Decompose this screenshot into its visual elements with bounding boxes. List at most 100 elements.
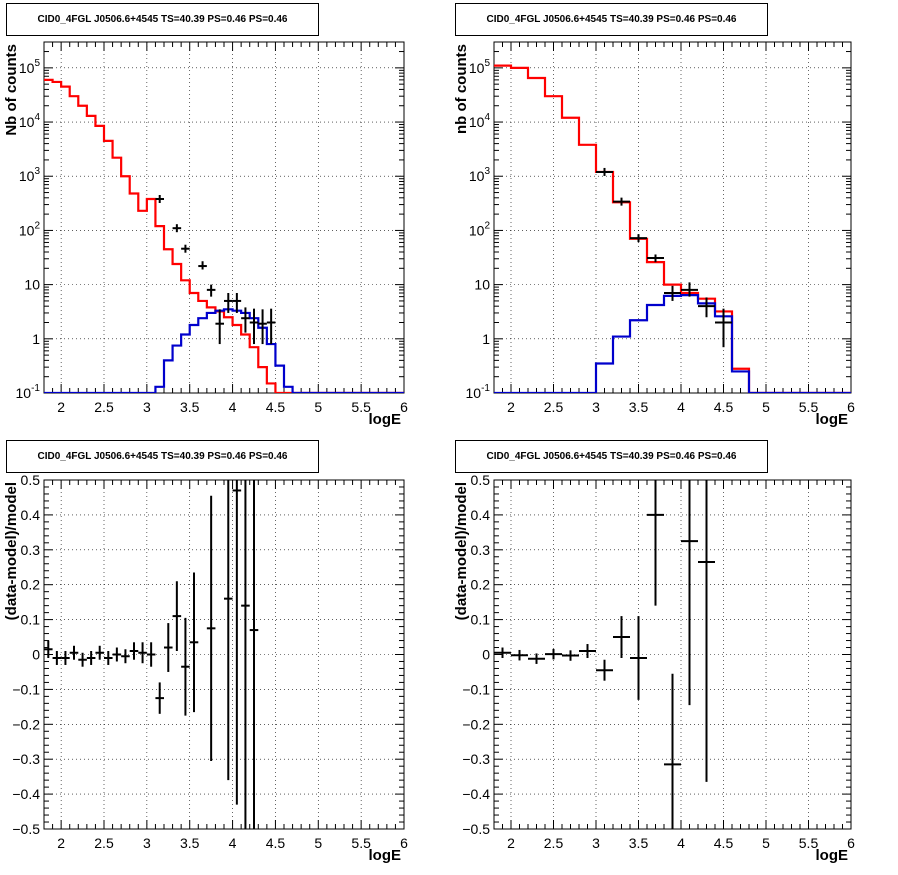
counts-panel-left: 2 2.5 3 3.5 4 4.5 5 5.5 6 logE 10-1 1 10 102 103 104 105… (0, 0, 449, 437)
data-point (715, 308, 732, 348)
x-tick-label: 4.5 (266, 399, 286, 415)
y-axis-label: Nb of counts (3, 44, 20, 136)
data-point (78, 652, 87, 667)
y-tick-label: 0.2 (471, 577, 491, 593)
chart-title: CID0_4FGL J0506.6+4545 TS=40.39 PS=0.46 … (455, 440, 768, 473)
x-tick-label: 2.5 (544, 399, 564, 415)
x-tick-label: 4.5 (714, 399, 734, 415)
data-point (241, 307, 250, 333)
data-point (189, 572, 199, 713)
plot-data (44, 480, 259, 829)
data-point (664, 285, 681, 301)
y-tick-label: 105 (19, 58, 41, 76)
x-tick-label: 5 (314, 835, 322, 851)
x-tick-label: 2 (57, 399, 65, 415)
y-tick-label: 0.4 (21, 507, 41, 523)
x-tick-label: 5.5 (351, 835, 371, 851)
y-tick-label: 0.4 (471, 507, 491, 523)
y-tick-label: 102 (19, 220, 41, 238)
x-tick-label: 4 (229, 399, 237, 415)
data-point (647, 254, 664, 263)
plot-data (494, 480, 715, 829)
y-axis-label: (data-model)/model (453, 482, 470, 620)
data-point (164, 623, 173, 672)
x-tick-label: 3.5 (629, 399, 649, 415)
data-point (630, 234, 647, 243)
counts-panel-right: 2 2.5 3 3.5 4 4.5 5 5.5 6 logE 10-1 1 10 102 103 104 105… (449, 0, 898, 437)
data-point (181, 617, 190, 716)
data-point (528, 653, 545, 664)
data-point (224, 480, 233, 781)
x-tick-label: 2.5 (544, 835, 564, 851)
model-total-line (494, 64, 851, 393)
x-tick-label: 6 (847, 399, 855, 415)
y-tick-label: 102 (469, 220, 491, 238)
x-tick-label: 5 (762, 399, 770, 415)
y-tick-label: 1 (32, 331, 40, 347)
data-point (579, 644, 596, 658)
x-tick-label: 3 (592, 835, 600, 851)
y-tick-label: 10 (24, 277, 40, 293)
x-tick-label: 4 (229, 835, 237, 851)
x-tick-label: 3 (592, 399, 600, 415)
y-tick-label: 10-1 (16, 383, 41, 401)
data-point (613, 616, 630, 658)
data-point (258, 309, 267, 345)
x-axis-label: logE (816, 847, 849, 864)
x-tick-label: 4.5 (714, 835, 734, 851)
model-total-line (44, 78, 404, 393)
data-point (121, 649, 130, 664)
data-point (129, 642, 139, 660)
data-point (232, 480, 242, 805)
data-point (155, 682, 164, 714)
y-tick-label: −0.3 (12, 751, 40, 767)
x-tick-label: 4 (677, 399, 685, 415)
y-tick-label: 1 (482, 331, 490, 347)
data-point (232, 293, 242, 313)
x-axis-label: logE (369, 847, 402, 864)
y-tick-label: 10-1 (466, 383, 491, 401)
data-point (681, 480, 698, 706)
x-tick-label: 5.5 (351, 399, 371, 415)
data-point (249, 480, 259, 829)
data-point (249, 308, 259, 345)
data-point (95, 645, 104, 660)
y-tick-label: 0.3 (471, 542, 491, 558)
data-point (181, 244, 190, 253)
x-tick-label: 4 (677, 835, 685, 851)
data-point (596, 659, 613, 681)
data-point (681, 282, 698, 297)
y-axis-label: nb of counts (453, 44, 470, 134)
x-tick-label: 5.5 (799, 835, 819, 851)
data-point (104, 651, 113, 665)
data-point (146, 642, 156, 667)
x-tick-label: 6 (847, 835, 855, 851)
data-point (44, 640, 53, 658)
data-point (613, 197, 630, 206)
y-tick-label: 105 (469, 58, 491, 76)
x-tick-label: 3.5 (180, 835, 200, 851)
chart-title: CID0_4FGL J0506.6+4545 TS=40.39 PS=0.46 … (6, 440, 319, 473)
y-tick-label: 10 (474, 277, 490, 293)
source-model-line (44, 308, 404, 393)
data-point (266, 308, 276, 345)
data-point (112, 647, 122, 662)
y-tick-label: 0 (32, 647, 40, 663)
data-point (698, 480, 715, 782)
x-tick-label: 6 (400, 399, 408, 415)
data-point (86, 651, 96, 665)
x-tick-label: 5 (762, 835, 770, 851)
x-tick-label: 5.5 (799, 399, 819, 415)
data-point (545, 648, 562, 660)
y-tick-label: 0.1 (471, 612, 491, 628)
data-point (647, 480, 664, 606)
data-point (241, 480, 250, 829)
x-tick-label: 2.5 (94, 399, 114, 415)
residual-panel-left: 2 2.5 3 3.5 4 4.5 5 5.5 6 logE −0.5 −0.4 −0.3 −0.2 −0.… (0, 437, 449, 875)
data-point (562, 650, 579, 661)
x-axis-label: logE (816, 411, 849, 428)
x-tick-label: 4.5 (266, 835, 286, 851)
chart-title: CID0_4FGL J0506.6+4545 TS=40.39 PS=0.46 … (6, 3, 319, 36)
y-tick-label: −0.5 (462, 821, 490, 837)
